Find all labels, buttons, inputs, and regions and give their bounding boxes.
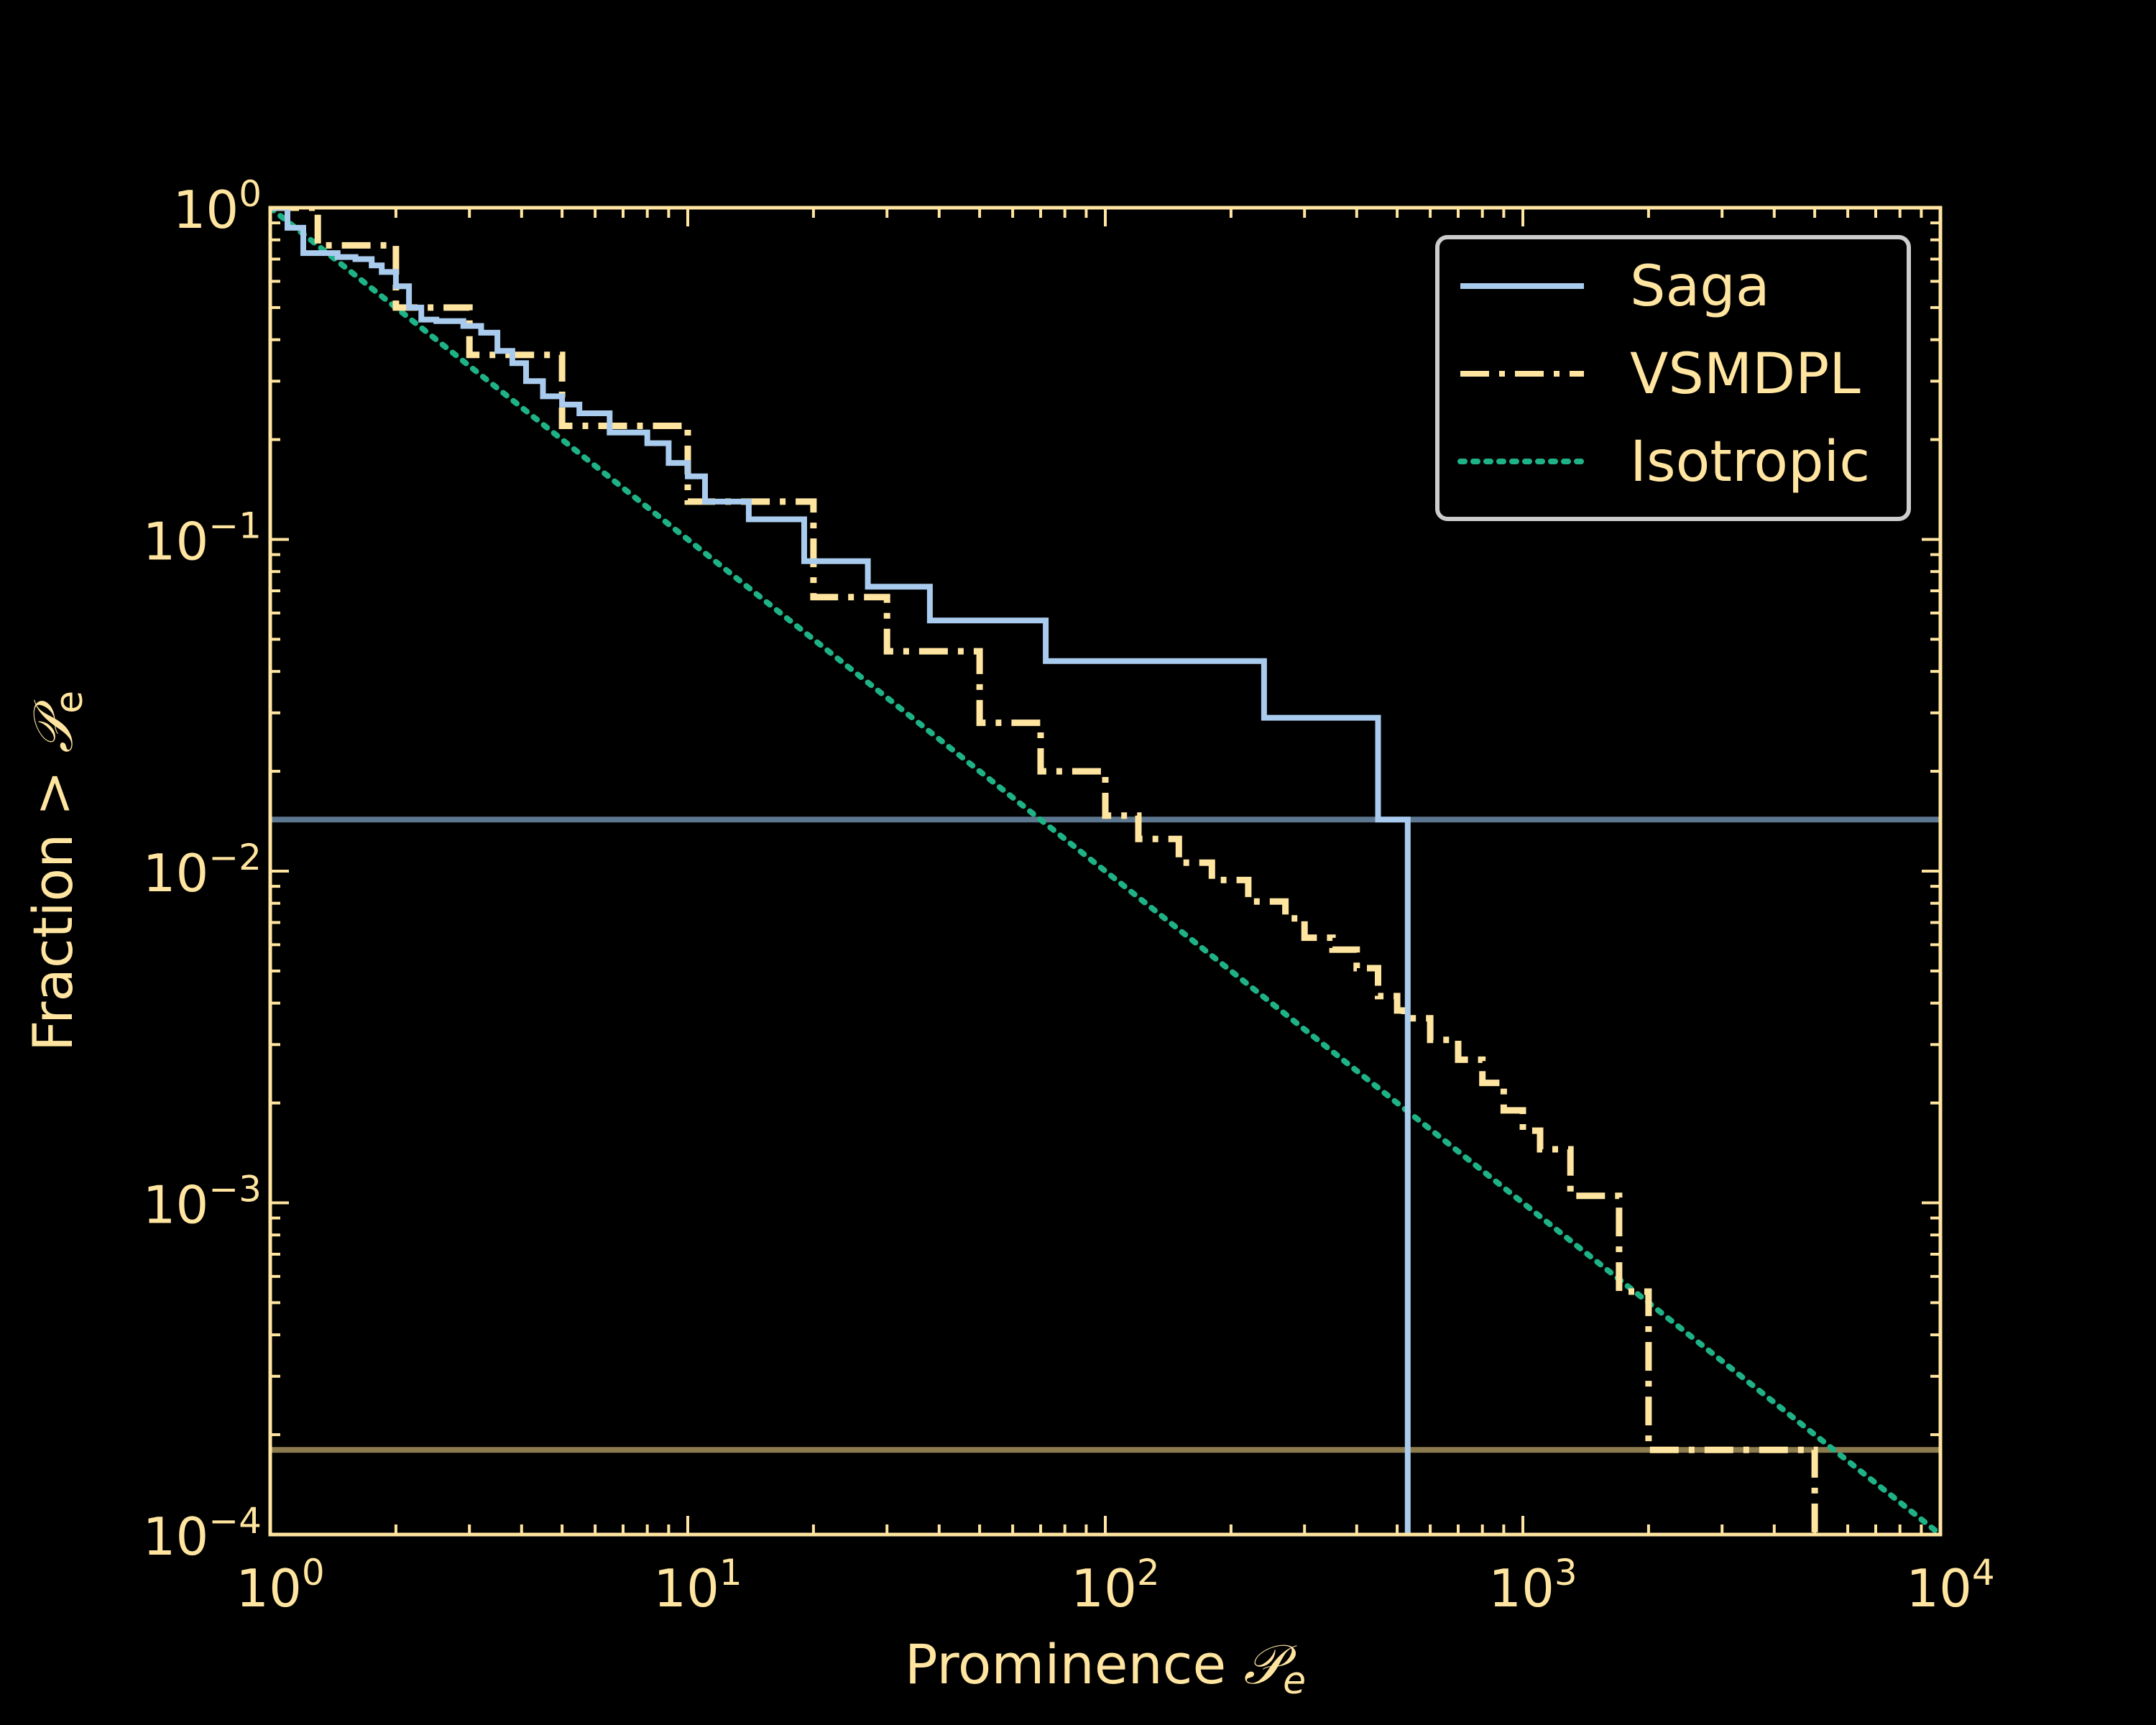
x-axis-title-text: Prominence [905,1632,1244,1696]
y-tick-label: 10−4 [143,1500,262,1567]
isotropic-series-line [270,208,1940,1535]
legend: Saga VSMDPL Isotropic [1435,235,1911,521]
y-axis-title: Fraction > 𝒫e [21,691,91,1052]
tick-labels: 100 101 102 103 104 100 10−1 10−2 10−3 10−4 [143,173,1995,1619]
legend-label-isotropic: Isotropic [1630,430,1870,494]
y-tick-label: 100 [173,173,262,240]
y-axis-title-text: Fraction > [21,753,85,1052]
x-axis-title: Prominence 𝒫e [905,1632,1306,1703]
x-tick-label: 100 [236,1552,324,1619]
plot-frame [268,206,1943,1537]
x-tick-label: 103 [1488,1552,1577,1619]
legend-label-saga: Saga [1630,254,1770,319]
y-tick-label: 10−1 [143,505,262,572]
y-tick-label: 10−2 [143,837,262,903]
y-tick-label: 10−3 [143,1169,262,1236]
series-layer [270,208,1940,1535]
legend-box [1435,235,1911,521]
saga-series-line [270,208,1411,1535]
legend-label-vsmdpl: VSMDPL [1630,342,1861,407]
y-axis-title-subscript: e [48,691,91,714]
x-tick-label: 104 [1906,1552,1994,1619]
x-tick-label: 102 [1071,1552,1159,1619]
x-axis-title-subscript: e [1283,1660,1306,1703]
x-tick-label: 101 [653,1552,742,1619]
